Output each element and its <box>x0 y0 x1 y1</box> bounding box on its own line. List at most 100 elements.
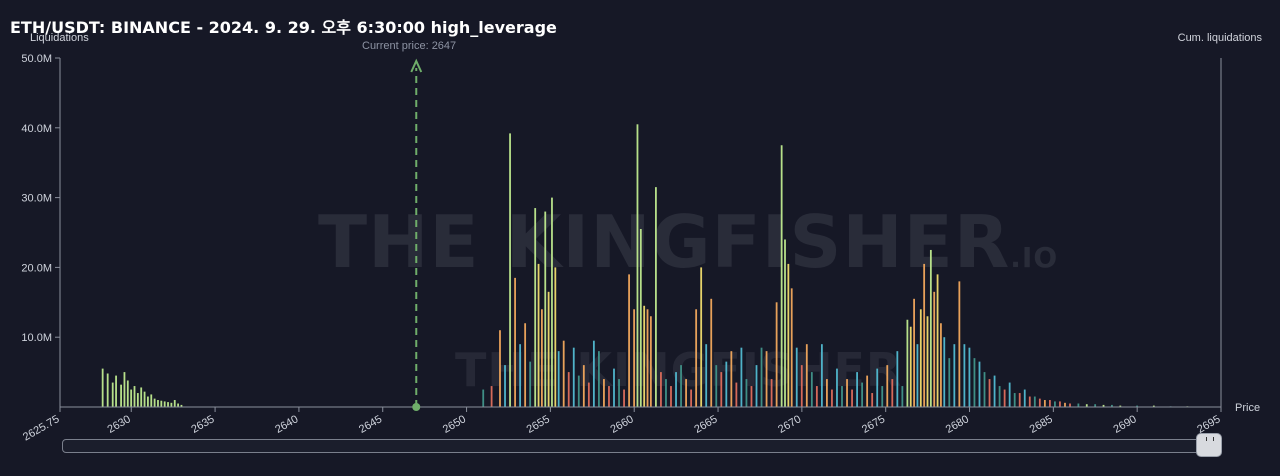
liquidation-bar <box>973 358 976 407</box>
liquidation-bar <box>1085 404 1088 407</box>
liquidation-bar <box>1028 396 1031 407</box>
liquidation-bar <box>963 344 966 407</box>
watermark-suffix: .IO <box>1010 241 1059 274</box>
liquidation-bar <box>177 403 179 407</box>
liquidation-bar <box>1048 400 1051 407</box>
liquidation-bar <box>936 274 939 407</box>
liquidation-bar <box>646 309 649 407</box>
x-tick-label: 2690 <box>1111 413 1138 436</box>
x-tick-label: 2685 <box>1028 413 1055 436</box>
liquidation-bar <box>170 402 173 407</box>
liquidation-bar <box>1008 382 1011 407</box>
liquidation-bar <box>1119 405 1122 407</box>
x-tick-label: 2660 <box>609 413 636 436</box>
liquidation-bar <box>988 379 991 407</box>
liquidation-bar <box>926 316 929 407</box>
liquidation-bar <box>710 298 713 407</box>
range-scrollbar[interactable] <box>62 439 1222 453</box>
liquidation-bar <box>765 351 768 407</box>
liquidation-bar <box>167 402 169 407</box>
liquidation-bar <box>1033 396 1036 407</box>
liquidation-bar <box>720 372 723 407</box>
liquidation-bar <box>730 351 733 407</box>
liquidation-bar <box>891 379 894 407</box>
liquidation-bar <box>1094 404 1097 407</box>
liquidation-bar <box>1043 400 1046 407</box>
liquidation-bar <box>795 347 798 407</box>
liquidation-bar <box>1013 393 1016 407</box>
liquidation-bar <box>856 372 858 407</box>
liquidation-bar <box>160 400 163 407</box>
liquidation-bar <box>784 239 786 407</box>
liquidation-bar <box>978 361 981 407</box>
liquidation-bar <box>896 351 899 407</box>
liquidation-bar <box>163 401 166 407</box>
liquidation-bar <box>958 281 961 407</box>
liquidation-bar <box>998 386 1001 407</box>
liquidation-bar <box>929 249 932 407</box>
liquidation-bar <box>665 379 667 407</box>
liquidation-bar <box>603 379 605 407</box>
liquidation-bar <box>562 340 565 407</box>
liquidation-bar <box>587 382 590 407</box>
y-tick-label: 20.0M <box>21 262 52 274</box>
liquidation-bar <box>800 365 803 407</box>
liquidation-bar <box>623 389 625 407</box>
liquidation-bar <box>1003 389 1006 407</box>
liquidation-bar <box>633 309 636 407</box>
liquidation-bar <box>514 277 516 407</box>
x-tick-label: 2665 <box>692 413 719 436</box>
liquidation-bar <box>983 372 986 407</box>
liquidation-bar <box>618 379 620 407</box>
liquidation-bar <box>919 309 922 407</box>
liquidation-bar <box>524 323 527 407</box>
liquidation-bar <box>836 368 838 407</box>
liquidation-bar <box>544 211 547 407</box>
range-scrollbar-handle[interactable] <box>1196 433 1222 457</box>
liquidation-bar <box>851 389 853 407</box>
liquidation-bar <box>140 387 143 407</box>
liquidation-bar <box>577 375 580 407</box>
liquidation-bar <box>810 372 813 407</box>
liquidation-bar <box>820 344 823 407</box>
liquidation-bar <box>115 375 117 407</box>
liquidation-bar <box>909 326 912 407</box>
current-price-marker <box>412 403 421 411</box>
liquidation-bar <box>490 386 493 407</box>
liquidation-bar <box>153 398 156 407</box>
liquidation-bar <box>509 133 511 407</box>
x-tick-label: 2635 <box>189 413 216 436</box>
liquidation-bar <box>745 379 748 407</box>
current-price-group <box>410 58 423 411</box>
current-price-label: Current price: 2647 <box>362 40 457 52</box>
liquidation-bar <box>1136 405 1138 407</box>
liquidation-bar <box>715 365 718 407</box>
liquidation-bar <box>913 298 915 407</box>
liquidation-bar <box>675 372 677 407</box>
x-axis-label: Price <box>1235 402 1260 414</box>
liquidation-bar <box>943 337 946 407</box>
liquidation-bar <box>180 404 183 407</box>
liquidation-bar <box>841 386 843 407</box>
liquidation-bar <box>760 347 763 407</box>
liquidation-bar <box>1077 403 1080 407</box>
liquidation-bar <box>876 368 879 407</box>
liquidation-bar <box>567 372 570 407</box>
y-tick-label: 50.0M <box>21 53 52 65</box>
liquidation-bar <box>655 187 657 407</box>
liquidation-bar <box>147 396 149 407</box>
liquidation-bar <box>519 344 522 407</box>
liquidation-bar <box>815 386 818 407</box>
y-tick-label: 40.0M <box>21 123 52 135</box>
liquidation-bar <box>582 365 585 407</box>
watermark-main: THE KINGFISHER.IO <box>318 200 1058 284</box>
liquidation-bar <box>831 389 833 407</box>
liquidation-bar <box>628 274 630 407</box>
liquidation-bar <box>690 389 693 407</box>
liquidation-bar <box>740 347 743 407</box>
liquidation-bar <box>1064 402 1066 407</box>
y-tick-label: 30.0M <box>21 193 52 205</box>
liquidation-bar <box>120 384 122 407</box>
liquidation-bar <box>639 229 642 407</box>
chart-title: ETH/USDT: BINANCE - 2024. 9. 29. 오후 6:30… <box>10 18 557 37</box>
